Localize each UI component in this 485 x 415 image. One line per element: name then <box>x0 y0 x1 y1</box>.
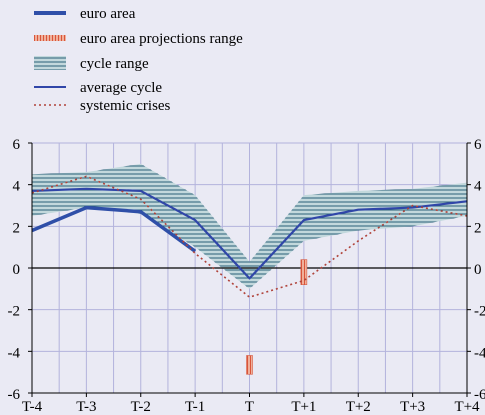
legend-swatch-projections <box>34 35 66 41</box>
legend-item-projections: euro area projections range <box>34 31 243 47</box>
y-tick-label: 2 <box>13 220 21 236</box>
legend-label: average cycle <box>80 80 162 96</box>
legend-item-systemic-crises: systemic crises <box>34 98 171 114</box>
x-tick-label: T-3 <box>76 399 96 415</box>
legend-label: euro area <box>80 6 136 22</box>
right-y-tick-label: 0 <box>474 262 482 278</box>
x-tick-label: T <box>245 399 254 415</box>
right-y-tick-label: 2 <box>474 220 482 236</box>
legend-label: systemic crises <box>80 98 171 114</box>
legend-swatch-cycle-range <box>34 56 66 70</box>
cycle-range-band <box>32 163 467 289</box>
projection-range-bar <box>246 355 253 375</box>
x-tick-label: T+4 <box>454 399 480 415</box>
x-tick-label: T-4 <box>22 399 43 415</box>
euro-area-line <box>31 205 197 253</box>
systemic-crises-line <box>31 175 468 298</box>
x-tick-label: T+3 <box>400 399 425 415</box>
y-tick-label: 4 <box>13 179 21 195</box>
legend-label: cycle range <box>80 56 149 72</box>
x-tick-label: T+2 <box>346 399 371 415</box>
plot-area: 6 64 42 20 0-2 -2-4 -4-6 -6T-4 T-3 T-2 T-1 T T+1 T+2 T… <box>8 137 485 415</box>
legend-label: euro area projections range <box>80 31 243 47</box>
y-tick-label: -2 <box>8 304 21 320</box>
projection-range-bar <box>300 259 308 285</box>
average-cycle-line <box>31 187 468 280</box>
right-y-tick-label: 6 <box>474 137 482 153</box>
y-tick-label: -6 <box>8 387 21 403</box>
x-tick-label: T+1 <box>291 399 316 415</box>
legend-item-euro-area: euro area <box>34 6 136 22</box>
right-y-tick-label: -2 <box>474 304 485 320</box>
right-y-tick-label: 4 <box>474 179 482 195</box>
y-tick-label: 6 <box>13 137 21 153</box>
legend-item-cycle-range: cycle range <box>34 56 149 72</box>
chart-legend: euro area euro area projections range cycl… <box>34 6 243 114</box>
legend-item-average-cycle: average cycle <box>34 80 162 96</box>
y-tick-label: 0 <box>13 262 21 278</box>
right-y-tick-label: -4 <box>474 345 485 361</box>
x-tick-label: T-2 <box>131 399 151 415</box>
right-y-tick-label: -6 <box>474 387 485 403</box>
y-tick-label: -4 <box>8 345 21 361</box>
x-tick-label: T-1 <box>185 399 205 415</box>
